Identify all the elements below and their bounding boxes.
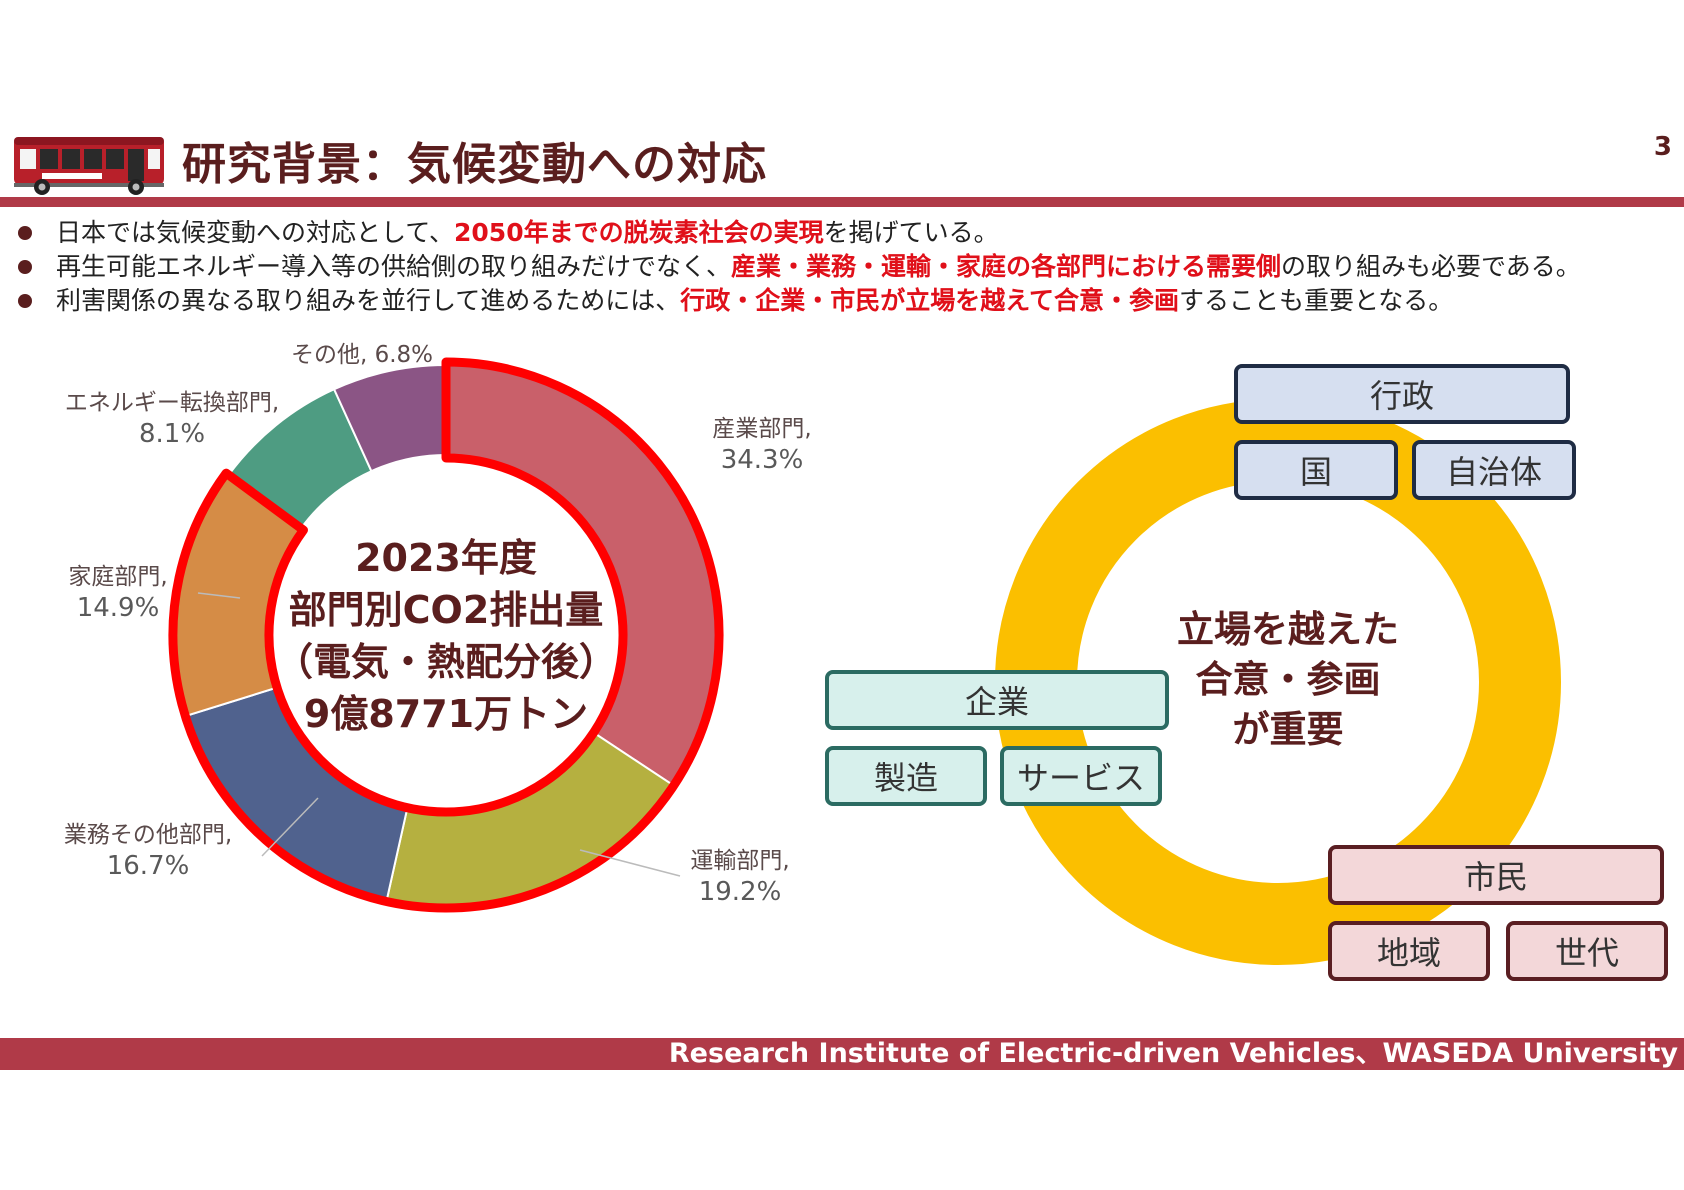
slice-label: 14.9% xyxy=(77,593,160,623)
title-divider xyxy=(0,197,1684,207)
co2-donut-chart: 産業部門, 34.3% 運輸部門, 19.2% 業務その他部門, 16.7% 家庭部門, 14… xyxy=(64,342,812,913)
slice-label: 業務その他部門, xyxy=(64,822,232,848)
bullet-item: 利害関係の異なる取り組みを並行して進めるためには、行政・企業・市民が立場を越えて… xyxy=(14,284,1684,318)
bullet-icon xyxy=(18,260,32,274)
slice-label: 34.3% xyxy=(721,445,804,475)
gov-local-box: 自治体 xyxy=(1412,440,1576,500)
bullet-text: の取り組みも必要である。 xyxy=(1281,252,1581,281)
slice-label: 8.1% xyxy=(139,419,205,449)
footer-text: Research Institute of Electric-driven Ve… xyxy=(668,1038,1678,1069)
bullet-highlight: 産業・業務・運輸・家庭の各部門における需要側 xyxy=(731,252,1282,281)
consensus-line: 立場を越えた xyxy=(1177,608,1399,651)
consensus-message: 立場を越えた 合意・参画 が重要 xyxy=(1138,605,1438,755)
slice-label: エネルギー転換部門, xyxy=(65,390,279,416)
slice-label: 19.2% xyxy=(699,877,782,907)
biz-service-box: サービス xyxy=(1000,746,1162,806)
bullet-highlight: 行政・企業・市民が立場を越えて合意・参画 xyxy=(680,286,1180,315)
footer-bar: Research Institute of Electric-driven Ve… xyxy=(0,1038,1684,1070)
chart-center-title: （電気・熱配分後） xyxy=(275,640,617,684)
civ-generation-box: 世代 xyxy=(1506,921,1668,981)
biz-manufacturing-box: 製造 xyxy=(825,746,987,806)
consensus-line: が重要 xyxy=(1232,708,1344,751)
slice-label: その他, 6.8% xyxy=(291,342,433,368)
bullet-item: 再生可能エネルギー導入等の供給側の取り組みだけでなく、産業・業務・運輸・家庭の各… xyxy=(14,250,1684,284)
gov-box: 行政 xyxy=(1234,364,1570,424)
bullet-item: 日本では気候変動への対応として、2050年までの脱炭素社会の実現を掲げている。 xyxy=(14,216,1684,250)
chart-center-title: 9億8771万トン xyxy=(304,692,588,736)
slice-label: 産業部門, xyxy=(712,416,811,442)
bullet-text: することも重要となる。 xyxy=(1179,286,1454,315)
bullet-list: 日本では気候変動への対応として、2050年までの脱炭素社会の実現を掲げている。 … xyxy=(14,216,1684,318)
bullet-text: 再生可能エネルギー導入等の供給側の取り組みだけでなく、 xyxy=(56,252,732,281)
bullet-text: 利害関係の異なる取り組みを並行して進めるためには、 xyxy=(56,286,681,315)
label-leader-line xyxy=(579,849,681,877)
bus-logo-icon xyxy=(14,137,164,195)
civ-region-box: 地域 xyxy=(1328,921,1490,981)
label-leader-line xyxy=(197,592,241,599)
bullet-text: 日本では気候変動への対応として、 xyxy=(56,218,455,247)
label-leader-line xyxy=(261,797,319,857)
slice-label: 家庭部門, xyxy=(68,564,167,590)
consensus-line: 合意・参画 xyxy=(1195,658,1381,701)
bullet-text: を掲げている。 xyxy=(823,218,999,247)
slice-label: 運輸部門, xyxy=(690,848,789,874)
civ-box: 市民 xyxy=(1328,845,1664,905)
page-title: 研究背景：気候変動への対応 xyxy=(182,139,767,190)
biz-box: 企業 xyxy=(825,670,1169,730)
page-number: 3 xyxy=(1653,132,1672,162)
gov-national-box: 国 xyxy=(1234,440,1398,500)
bullet-highlight: 2050年までの脱炭素社会の実現 xyxy=(454,218,824,247)
bullet-icon xyxy=(18,226,32,240)
chart-center-title: 部門別CO2排出量 xyxy=(289,588,604,632)
donut-slice xyxy=(385,732,673,906)
chart-center-title: 2023年度 xyxy=(355,536,537,580)
bullet-icon xyxy=(18,294,32,308)
stakeholder-diagram: 立場を越えた 合意・参画 が重要 行政 国 自治体 企業 製造 サービス 市民 … xyxy=(820,340,1684,1000)
highlight-outline xyxy=(168,357,724,913)
slice-label: 16.7% xyxy=(107,851,190,881)
